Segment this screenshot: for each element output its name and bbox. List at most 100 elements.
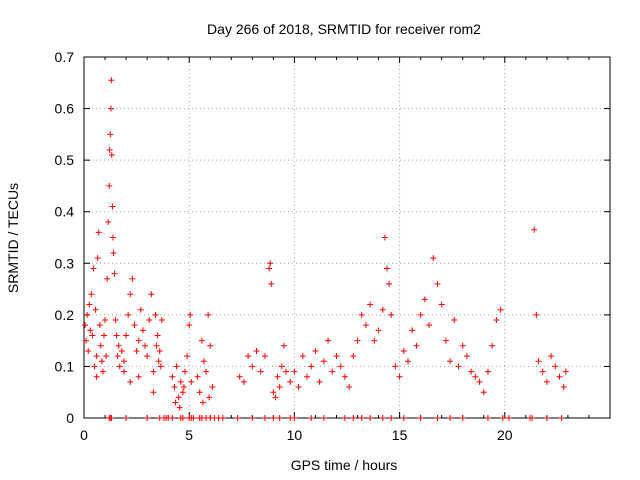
data-point <box>535 358 542 365</box>
data-point <box>295 384 302 391</box>
data-point <box>123 332 130 339</box>
data-point <box>98 358 105 365</box>
data-point <box>172 399 179 406</box>
data-point <box>362 322 369 329</box>
data-point <box>94 255 101 262</box>
data-point <box>125 311 132 318</box>
data-point <box>447 415 454 421</box>
data-point <box>120 368 127 375</box>
data-point <box>148 291 155 298</box>
data-point <box>291 415 298 421</box>
y-tick-label: 0.3 <box>55 255 75 271</box>
data-point <box>135 337 142 344</box>
data-point <box>100 332 107 339</box>
data-point <box>358 415 365 421</box>
data-point <box>131 322 138 329</box>
data-point <box>169 373 176 380</box>
data-point <box>417 311 424 318</box>
data-point <box>558 415 565 421</box>
chart-title: Day 266 of 2018, SRMTID for receiver rom… <box>207 21 481 37</box>
data-point <box>144 415 151 421</box>
data-point <box>194 373 201 380</box>
data-point <box>245 353 252 360</box>
data-point <box>120 358 127 365</box>
data-point <box>84 311 91 318</box>
data-point <box>110 234 117 241</box>
data-point <box>308 415 315 421</box>
data-point <box>188 378 195 385</box>
data-point <box>539 368 546 375</box>
data-point <box>396 373 403 380</box>
data-point <box>176 404 183 411</box>
data-point <box>413 342 420 349</box>
y-tick-label: 0.7 <box>55 49 75 65</box>
data-point <box>112 317 119 324</box>
data-point <box>196 389 203 396</box>
data-point <box>97 342 104 349</box>
data-point <box>320 415 327 421</box>
data-point <box>99 368 106 375</box>
data-point <box>381 234 388 241</box>
data-point <box>129 275 136 282</box>
data-point <box>219 415 226 421</box>
data-point <box>257 368 264 375</box>
data-point <box>455 363 462 370</box>
data-point <box>108 415 115 421</box>
data-point <box>139 327 146 334</box>
data-point <box>106 182 113 189</box>
data-point <box>116 363 123 370</box>
data-point <box>86 301 93 308</box>
data-point <box>152 311 159 318</box>
data-point <box>93 353 100 360</box>
data-point <box>287 378 294 385</box>
data-point <box>175 394 182 401</box>
data-point <box>181 368 188 375</box>
data-point <box>459 415 466 421</box>
data-point <box>92 306 99 313</box>
data-point <box>371 337 378 344</box>
data-point <box>89 332 96 339</box>
data-point <box>177 378 184 385</box>
data-point <box>405 358 412 365</box>
data-point <box>291 368 298 375</box>
data-point <box>127 378 134 385</box>
data-point <box>499 415 506 421</box>
data-point <box>270 415 277 421</box>
data-point <box>108 77 115 84</box>
data-point <box>153 342 160 349</box>
data-point <box>123 415 130 421</box>
data-point <box>150 368 157 375</box>
data-point <box>199 399 206 406</box>
data-point <box>379 415 386 421</box>
data-point <box>107 105 114 112</box>
data-point <box>133 347 140 354</box>
data-point <box>203 368 210 375</box>
data-point <box>562 368 569 375</box>
data-point <box>350 415 357 421</box>
data-point <box>158 317 165 324</box>
data-point <box>198 337 205 344</box>
data-point <box>358 311 365 318</box>
data-point <box>341 373 348 380</box>
data-point <box>240 378 247 385</box>
data-point <box>95 229 102 236</box>
data-point <box>282 368 289 375</box>
data-point <box>150 389 157 396</box>
data-point <box>383 265 390 272</box>
data-point <box>337 363 344 370</box>
data-point <box>93 373 100 380</box>
data-point <box>234 415 241 421</box>
data-point <box>146 317 153 324</box>
data-point <box>497 306 504 313</box>
data-point <box>560 384 567 391</box>
data-point <box>114 353 121 360</box>
data-point <box>543 415 550 421</box>
data-point <box>180 384 187 391</box>
data-point <box>179 415 186 421</box>
data-point <box>346 384 353 391</box>
data-point <box>320 358 327 365</box>
data-point <box>484 415 491 421</box>
data-point <box>82 322 89 329</box>
data-point <box>156 347 163 354</box>
data-point <box>88 291 95 298</box>
